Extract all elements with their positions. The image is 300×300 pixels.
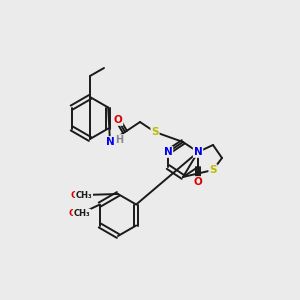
Text: O: O	[68, 208, 76, 217]
Text: CH₃: CH₃	[74, 209, 90, 218]
Text: H: H	[115, 135, 123, 145]
Text: O: O	[194, 177, 202, 187]
Text: N: N	[106, 137, 114, 147]
Text: S: S	[151, 127, 159, 137]
Text: O: O	[114, 115, 122, 125]
Text: N: N	[164, 147, 172, 157]
Text: S: S	[209, 165, 217, 175]
Text: O: O	[70, 190, 78, 200]
Text: CH₃: CH₃	[76, 191, 92, 200]
Text: N: N	[194, 147, 202, 157]
